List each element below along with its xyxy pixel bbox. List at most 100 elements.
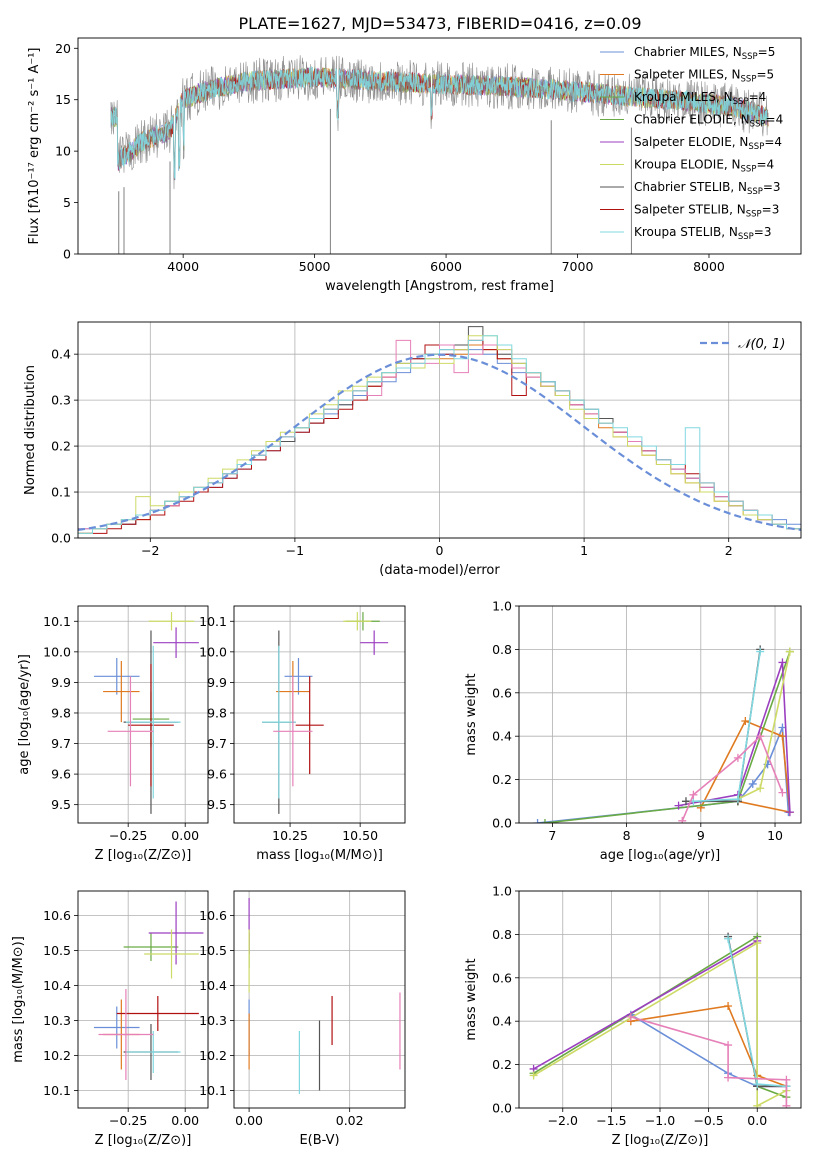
errorbar-point [125,645,181,799]
y-tick-label: 10.1 [199,614,227,629]
weight-marker [681,797,690,806]
legend-entry: Kroupa MILES, NSSP=4 [634,90,766,107]
weight-marker [778,658,787,667]
x-tick-label: −2 [141,543,159,558]
residuals-panel: −2 −1 0 1 2 0.0 0.1 0.2 0.3 0.4 (data-model)/error… [23,321,802,578]
legend-entry: Chabrier STELIB, NSSP=3 [634,180,781,197]
x-tick-label: −1.0 [645,1113,675,1128]
weight-marker [756,784,765,793]
y-tick-label: 10.3 [199,1013,227,1028]
y-axis-label: Flux [fλ10⁻¹⁷ erg cm⁻² s⁻¹ A⁻¹] [27,48,42,245]
y-tick-label: 9.8 [207,705,227,720]
errorbar-point [360,630,389,655]
y-tick-label: 20 [55,41,71,56]
errorbar-point [93,657,140,695]
y-axis-label: mass weight [464,673,479,755]
x-tick-label: −0.25 [109,1113,147,1128]
x-tick-label: 10.25 [272,828,308,843]
y-tick-label: 5 [63,195,71,210]
weight_vs_age-panel: 7 8 9 10 0.0 0.2 0.4 0.6 0.8 1.0 age [log₁₀(age/yr… [464,599,802,863]
weight-marker [782,1075,791,1084]
y-tick-label: 10.6 [199,908,227,923]
x-axis-label: wavelength [Angstrom, rest frame] [325,279,554,294]
y-tick-label: 0.8 [492,642,512,657]
x-tick-label: 0.0 [747,1113,767,1128]
y-tick-label: 0.4 [51,347,71,362]
weight-marker [689,790,698,799]
weight-series-1 [630,1005,787,1088]
x-tick-label: 7 [548,828,556,843]
x-tick-label: 10.50 [342,828,378,843]
y-tick-label: 10.5 [199,943,227,958]
y-axis-label: mass [log₁₀(M/M⊙)] [11,936,26,1063]
x-tick-label: 10 [767,828,783,843]
errorbar-point [148,901,204,965]
y-tick-label: 9.9 [51,675,71,690]
mass_vs_ebv-panel: 0.00 0.02 10.1 10.2 10.3 10.4 10.5 10.6 E(B-V) [199,890,406,1148]
x-tick-label: 0.02 [336,1113,364,1128]
weight-marker [724,934,733,943]
y-tick-label: 9.7 [51,736,71,751]
mass_vs_Z-panel: −0.25 0.00 10.1 10.2 10.3 10.4 10.5 10.6 Z [log₁… [11,890,209,1148]
axes-frame [233,605,406,824]
y-tick-label: 9.5 [51,797,71,812]
spectrum-legend: Chabrier MILES, NSSP=5 Salpeter MILES, NS… [600,45,783,242]
errorbars [248,898,401,1094]
y-tick-label: 0.4 [492,1014,512,1029]
x-tick-label: 6000 [430,259,462,274]
weight-marker [756,647,765,656]
y-tick-label: 0.0 [51,531,71,546]
errorbar-point [107,676,154,787]
legend-entry: Salpeter MILES, NSSP=5 [634,68,774,85]
y-tick-label: 10.0 [43,644,71,659]
weight-marker [533,819,542,823]
errorbar-point [273,676,313,787]
errorbar-point [144,929,199,979]
x-tick-label: 0 [436,543,444,558]
age_vs_mass-panel: 10.25 10.50 9.5 9.6 9.7 9.8 9.9 10.0 10.1 mass [l… [199,605,406,863]
y-tick-label: 9.6 [51,767,71,782]
y-tick-label: 0.6 [492,685,512,700]
histograms [78,326,801,534]
histogram-series-6 [78,335,801,534]
x-tick-label: 0.00 [171,828,199,843]
weight-marker [778,732,787,741]
y-axis-label: mass weight [464,958,479,1040]
y-tick-label: 10.6 [43,908,71,923]
x-tick-label: −0.25 [109,828,147,843]
weight-marker [724,1073,733,1082]
x-tick-label: 2 [725,543,733,558]
errorbar-point [148,612,195,631]
weight-marker [753,1101,762,1108]
errorbars [262,612,389,814]
weight-marker [753,939,762,948]
x-tick-label: 1 [580,543,588,558]
y-tick-label: 10.1 [43,1083,71,1098]
y-tick-label: 10.4 [199,978,227,993]
axes-frame [77,321,802,539]
y-tick-label: 15 [55,92,71,107]
errorbar-point [128,664,174,787]
legend-entry: 𝒩(0, 1) [738,337,785,352]
x-tick-label: −1.5 [596,1113,626,1128]
gaussian-curve [78,353,801,531]
weight-marker [724,1041,733,1050]
weight-marker [733,753,742,762]
weight-marker [756,732,765,741]
axes-frame [518,890,802,1109]
y-tick-label: 0.3 [51,393,71,408]
weight-marker [748,779,757,788]
x-tick-label: 8000 [693,259,725,274]
weight-lines [533,645,794,823]
weight_vs_Z-panel: −2.0 −1.5 −1.0 −0.5 0.0 0.0 0.2 0.4 0.6 0.8 1.0 Z [… [464,884,802,1148]
x-axis-label: mass [log₁₀(M/M⊙)] [256,848,383,863]
weight-marker [785,808,794,817]
y-tick-label: 0.1 [51,485,71,500]
y-tick-label: 10.3 [43,1013,71,1028]
y-tick-label: 1.0 [492,599,512,614]
spectrum-panel: 4000 5000 6000 7000 8000 0 5 10 15 20 wavelength [… [27,37,802,294]
y-tick-label: 0.2 [492,1057,512,1072]
x-tick-label: 4000 [167,259,199,274]
legend-entry: Chabrier MILES, NSSP=5 [634,45,775,62]
